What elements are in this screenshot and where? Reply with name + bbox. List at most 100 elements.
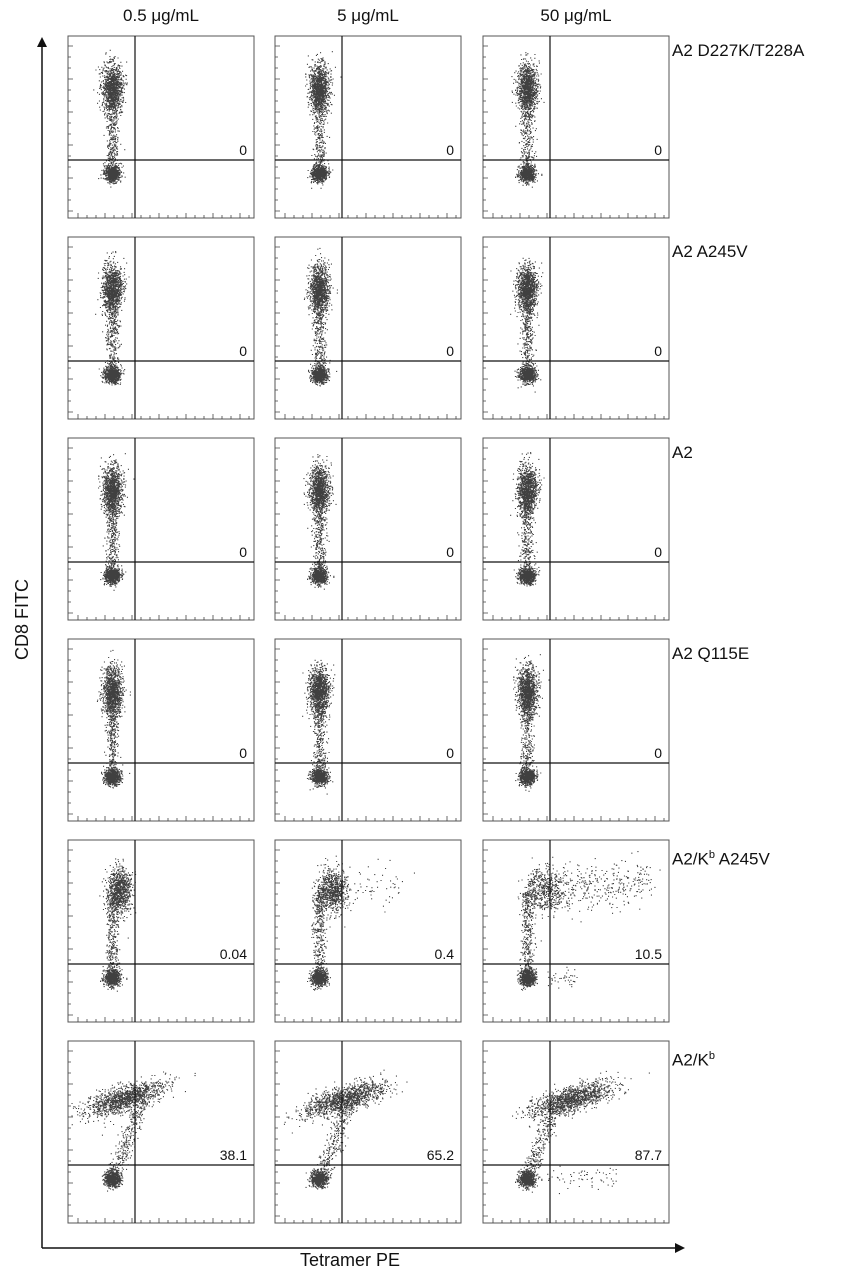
axis-ticks <box>275 648 457 821</box>
column-header-2: 50 μg/mL <box>540 6 612 25</box>
axis-ticks <box>68 447 250 620</box>
quadrant-percent-label: 0 <box>654 142 662 158</box>
quadrant-percent-label: 0 <box>446 343 454 359</box>
axis-ticks <box>275 246 457 419</box>
panel-r3-c0: 0 <box>67 638 255 822</box>
column-header-0: 0.5 μg/mL <box>123 6 199 25</box>
panel-frame <box>274 437 462 621</box>
row-label-4: A2/Kb A245V <box>672 849 770 869</box>
quadrant-percent-label: 0 <box>239 142 247 158</box>
axis-ticks <box>483 648 665 821</box>
scatter-points <box>307 855 415 991</box>
scatter-points <box>283 1069 408 1190</box>
panel-r2-c2: 0 <box>482 437 670 621</box>
scatter-points <box>513 654 550 792</box>
panel-frame <box>67 1040 255 1224</box>
panel-frame <box>482 236 670 420</box>
scatter-points <box>510 451 545 587</box>
x-axis-title: Tetramer PE <box>300 1250 401 1270</box>
panel-frame <box>482 35 670 219</box>
axis-ticks <box>483 849 665 1022</box>
row-label-3: A2 Q115E <box>672 644 750 663</box>
scatter-points <box>96 649 131 789</box>
y-axis-title: CD8 FITC <box>12 579 32 660</box>
panel-frame <box>274 1040 462 1224</box>
panel-frame <box>482 1040 670 1224</box>
quadrant-percent-label: 0 <box>654 745 662 761</box>
quadrant-percent-label: 87.7 <box>635 1147 662 1163</box>
panel-r5-c0: 38.1 <box>67 1040 255 1224</box>
scatter-points <box>510 257 544 393</box>
scatter-points <box>305 51 342 189</box>
panel-frame <box>274 236 462 420</box>
panel-r5-c1: 65.2 <box>274 1040 462 1224</box>
row-label-5: A2/Kb <box>672 1050 715 1070</box>
axis-ticks <box>68 849 250 1022</box>
scatter-points <box>303 454 337 590</box>
axis-ticks <box>483 447 665 620</box>
scatter-points <box>99 858 137 992</box>
panel-r0-c2: 0 <box>482 35 670 219</box>
panel-r1-c2: 0 <box>482 236 670 420</box>
panel-frame <box>274 35 462 219</box>
scatter-points <box>95 250 130 386</box>
panel-r4-c2: 10.5 <box>482 839 670 1023</box>
scatter-points <box>93 49 128 188</box>
panel-frame <box>67 437 255 621</box>
panel-frame <box>482 638 670 822</box>
quadrant-percent-label: 10.5 <box>635 946 662 962</box>
axis-ticks <box>275 45 457 218</box>
scatter-points <box>71 1071 196 1192</box>
panel-frame <box>274 638 462 822</box>
panel-frame <box>274 839 462 1023</box>
quadrant-percent-label: 0 <box>446 745 454 761</box>
panel-frame <box>482 839 670 1023</box>
axis-ticks <box>483 1050 665 1223</box>
quadrant-percent-label: 0 <box>654 343 662 359</box>
quadrant-percent-label: 0 <box>446 544 454 560</box>
axis-ticks <box>68 246 250 419</box>
axis-ticks <box>68 45 250 218</box>
panel-r1-c0: 0 <box>67 236 255 420</box>
panel-r2-c1: 0 <box>274 437 462 621</box>
panel-frame <box>67 839 255 1023</box>
panel-r4-c1: 0.4 <box>274 839 462 1023</box>
quadrant-percent-label: 0.04 <box>220 946 247 962</box>
scatter-points <box>98 453 135 591</box>
axis-ticks <box>275 849 457 1022</box>
row-label-0: A2 D227K/T228A <box>672 41 805 60</box>
quadrant-percent-label: 0 <box>446 142 454 158</box>
quadrant-percent-label: 0 <box>239 544 247 560</box>
panel-r1-c1: 0 <box>274 236 462 420</box>
quadrant-percent-label: 0 <box>654 544 662 560</box>
scatter-points <box>303 247 338 387</box>
row-label-1: A2 A245V <box>672 242 748 261</box>
scatter-points <box>302 659 336 795</box>
panel-r5-c2: 87.7 <box>482 1040 670 1224</box>
scatter-points <box>512 1070 650 1195</box>
quadrant-percent-label: 65.2 <box>427 1147 454 1163</box>
axis-ticks <box>275 1050 457 1223</box>
scatter-points <box>511 52 545 188</box>
scatter-points <box>516 851 661 991</box>
panels: 0 0 0 0 0 0 0 0 0 0 0 0 0.04 0.4 10.5 38.1 65.2 87.7 <box>67 35 670 1224</box>
panel-frame <box>67 35 255 219</box>
panel-r0-c1: 0 <box>274 35 462 219</box>
column-header-1: 5 μg/mL <box>337 6 399 25</box>
panel-r0-c0: 0 <box>67 35 255 219</box>
panel-frame <box>482 437 670 621</box>
axis-ticks <box>68 648 250 821</box>
quadrant-percent-label: 0.4 <box>435 946 455 962</box>
quadrant-percent-label: 38.1 <box>220 1147 247 1163</box>
row-label-2: A2 <box>672 443 693 462</box>
panel-frame <box>67 638 255 822</box>
panel-r3-c2: 0 <box>482 638 670 822</box>
panel-r3-c1: 0 <box>274 638 462 822</box>
axis-ticks <box>275 447 457 620</box>
axis-ticks <box>68 1050 250 1223</box>
panel-frame <box>67 236 255 420</box>
axis-ticks <box>483 45 665 218</box>
panel-r2-c0: 0 <box>67 437 255 621</box>
quadrant-percent-label: 0 <box>239 745 247 761</box>
